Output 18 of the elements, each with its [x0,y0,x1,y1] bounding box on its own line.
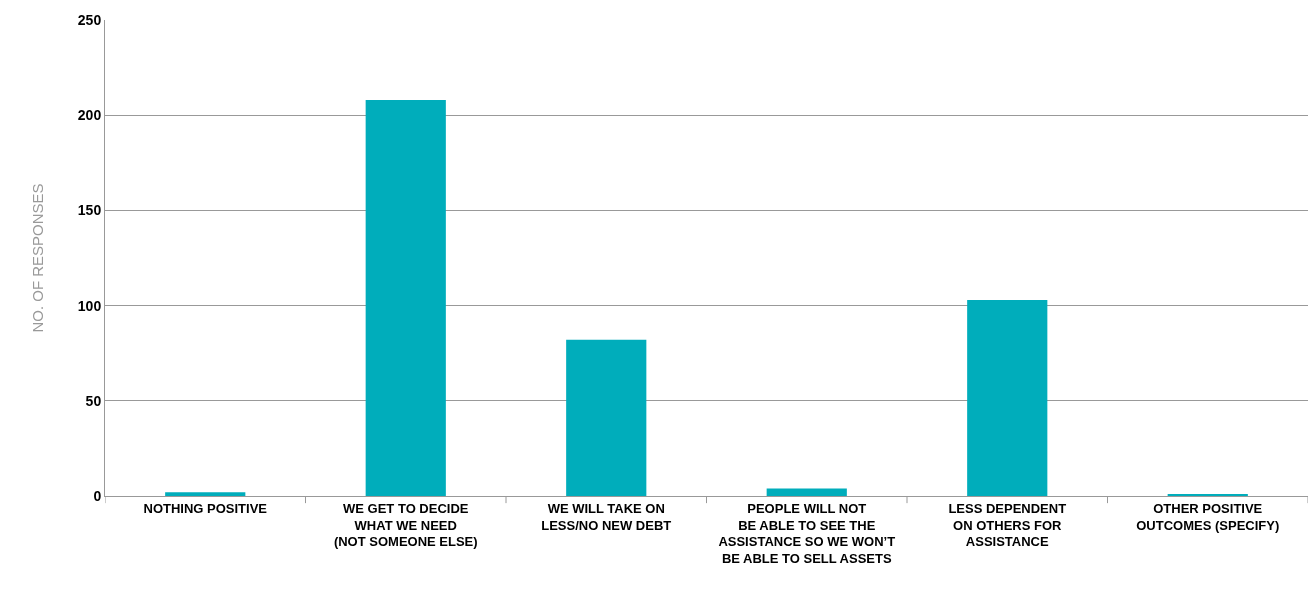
bar [967,299,1048,496]
x-tick-label: NOTHING POSITIVE [143,500,268,516]
y-tick-label: 200 [77,107,102,124]
x-tick-label: OTHER POSITIVE OUTCOMES (SPECIFY) [1136,500,1280,533]
x-tick-label: LESS DEPENDENT ON OTHERS FOR ASSISTANCE [948,500,1067,550]
y-tick-label: 0 [93,487,102,504]
x-tick-label: WE WILL TAKE ON LESS/NO NEW DEBT [541,500,672,533]
y-tick-label: 100 [77,297,102,314]
bar [365,99,446,496]
y-tick-label: 150 [77,202,102,219]
x-tick-label: WE GET TO DECIDE WHAT WE NEED (NOT SOMEONE ELSE) [333,500,478,550]
y-tick-label: 50 [85,392,102,409]
bar [766,488,847,496]
y-axis-title: NO. OF RESPONSES [29,183,47,333]
bar [566,339,647,496]
y-tick-label: 250 [77,11,102,28]
x-tick-label: PEOPLE WILL NOT BE ABLE TO SEE THE ASSISTANCE SO WE WON’T BE ABLE TO SELL ASSETS [718,500,896,567]
bar [165,492,246,496]
